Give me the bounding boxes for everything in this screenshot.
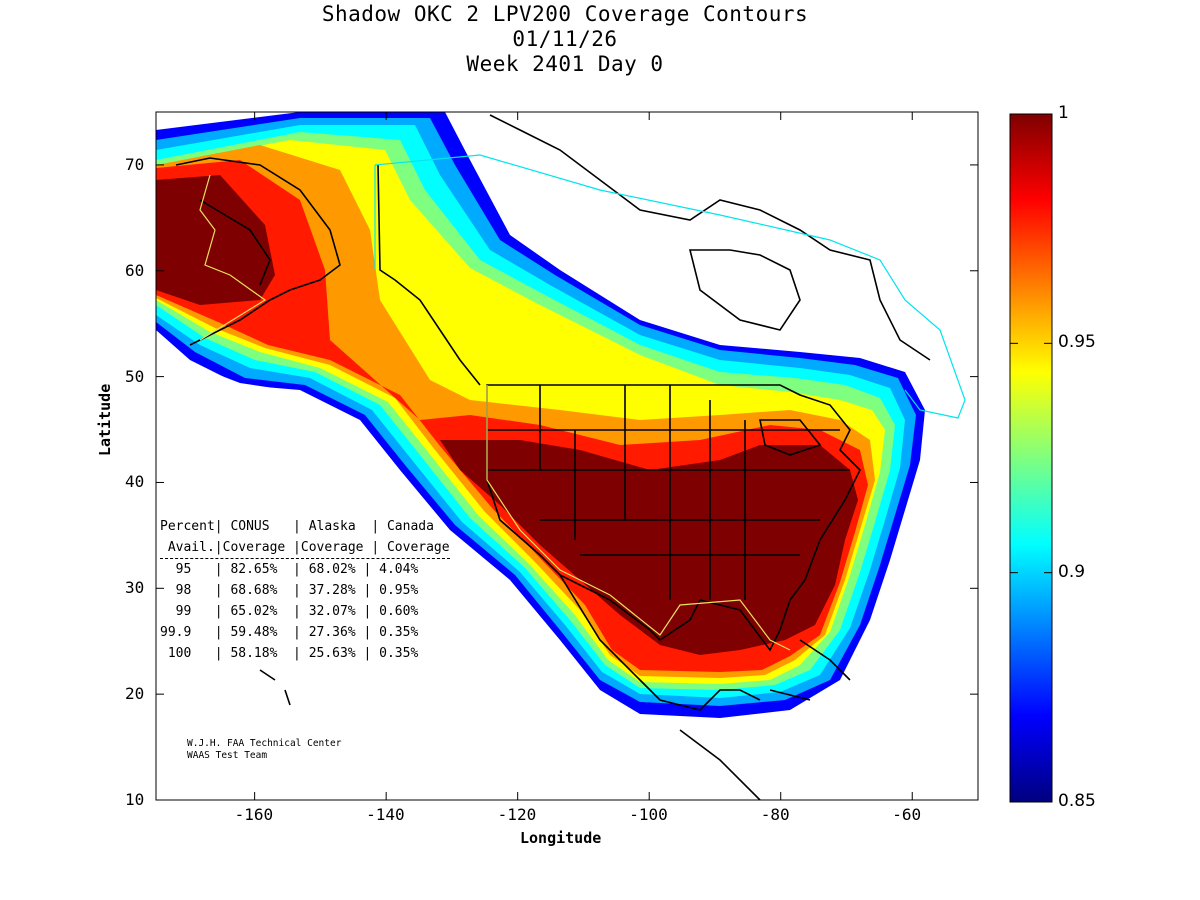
chart-title: Shadow OKC 2 LPV200 Coverage Contours: [321, 2, 809, 26]
axis-ticks: [156, 112, 978, 801]
colorbar-tick-label: 0.95: [1058, 332, 1096, 353]
x-tick-label: -120: [497, 805, 537, 824]
y-tick-label: 40: [125, 472, 145, 492]
x-tick-label: -80: [760, 805, 790, 824]
chart-week-day: Week 2401 Day 0: [466, 52, 664, 76]
stats-header-1: Percent| CONUS | Alaska | Canada: [160, 519, 434, 534]
y-tick-label: 60: [125, 260, 145, 280]
y-tick-label: 50: [125, 366, 145, 386]
colorbar: [1009, 113, 1053, 803]
colorbar-tick-label: 0.85: [1058, 791, 1096, 811]
y-tick-label: 70: [125, 154, 145, 174]
y-tick-label: 20: [125, 684, 145, 704]
x-axis-label: Longitude: [520, 829, 602, 847]
stats-header-2: Avail.|Coverage |Coverage | Coverage: [160, 537, 450, 559]
map-outlines: [175, 114, 931, 800]
chart-date: 01/11/26: [512, 27, 618, 51]
x-tick-label: -140: [366, 805, 405, 824]
plot-frame: [155, 111, 979, 801]
colorbar-ticks: [1010, 113, 1052, 803]
x-tick-label: -160: [234, 805, 274, 824]
stats-row: 99.9 | 59.48% | 27.36% | 0.35%: [160, 625, 419, 640]
colorbar-tick-label: 0.9: [1058, 561, 1086, 582]
credit-line-1: W.J.H. FAA Technical Center: [187, 738, 342, 749]
coverage-contours: [156, 112, 978, 800]
colorbar-tick-label: 1: [1058, 103, 1069, 123]
coverage-stats-table: Percent| CONUS | Alaska | Canada Avail.|…: [160, 516, 450, 664]
region-boundaries: [199, 174, 791, 651]
x-tick-label: -100: [629, 805, 668, 824]
y-tick-label: 10: [125, 790, 145, 809]
stats-row: 99 | 65.02% | 32.07% | 0.60%: [160, 604, 419, 619]
credit-text: W.J.H. FAA Technical Center WAAS Test Tea…: [187, 738, 341, 762]
x-tick-label: -60: [892, 805, 922, 824]
y-tick-label: 30: [125, 578, 145, 598]
fir-boundaries: [374, 154, 966, 419]
stats-row: 100 | 58.18% | 25.63% | 0.35%: [160, 646, 419, 661]
y-axis-label: Latitude: [96, 383, 114, 456]
stats-row: 98 | 68.68% | 37.28% | 0.95%: [160, 583, 419, 598]
credit-line-2: WAAS Test Team: [187, 750, 268, 761]
stats-row: 95 | 82.65% | 68.02% | 4.04%: [160, 562, 419, 577]
